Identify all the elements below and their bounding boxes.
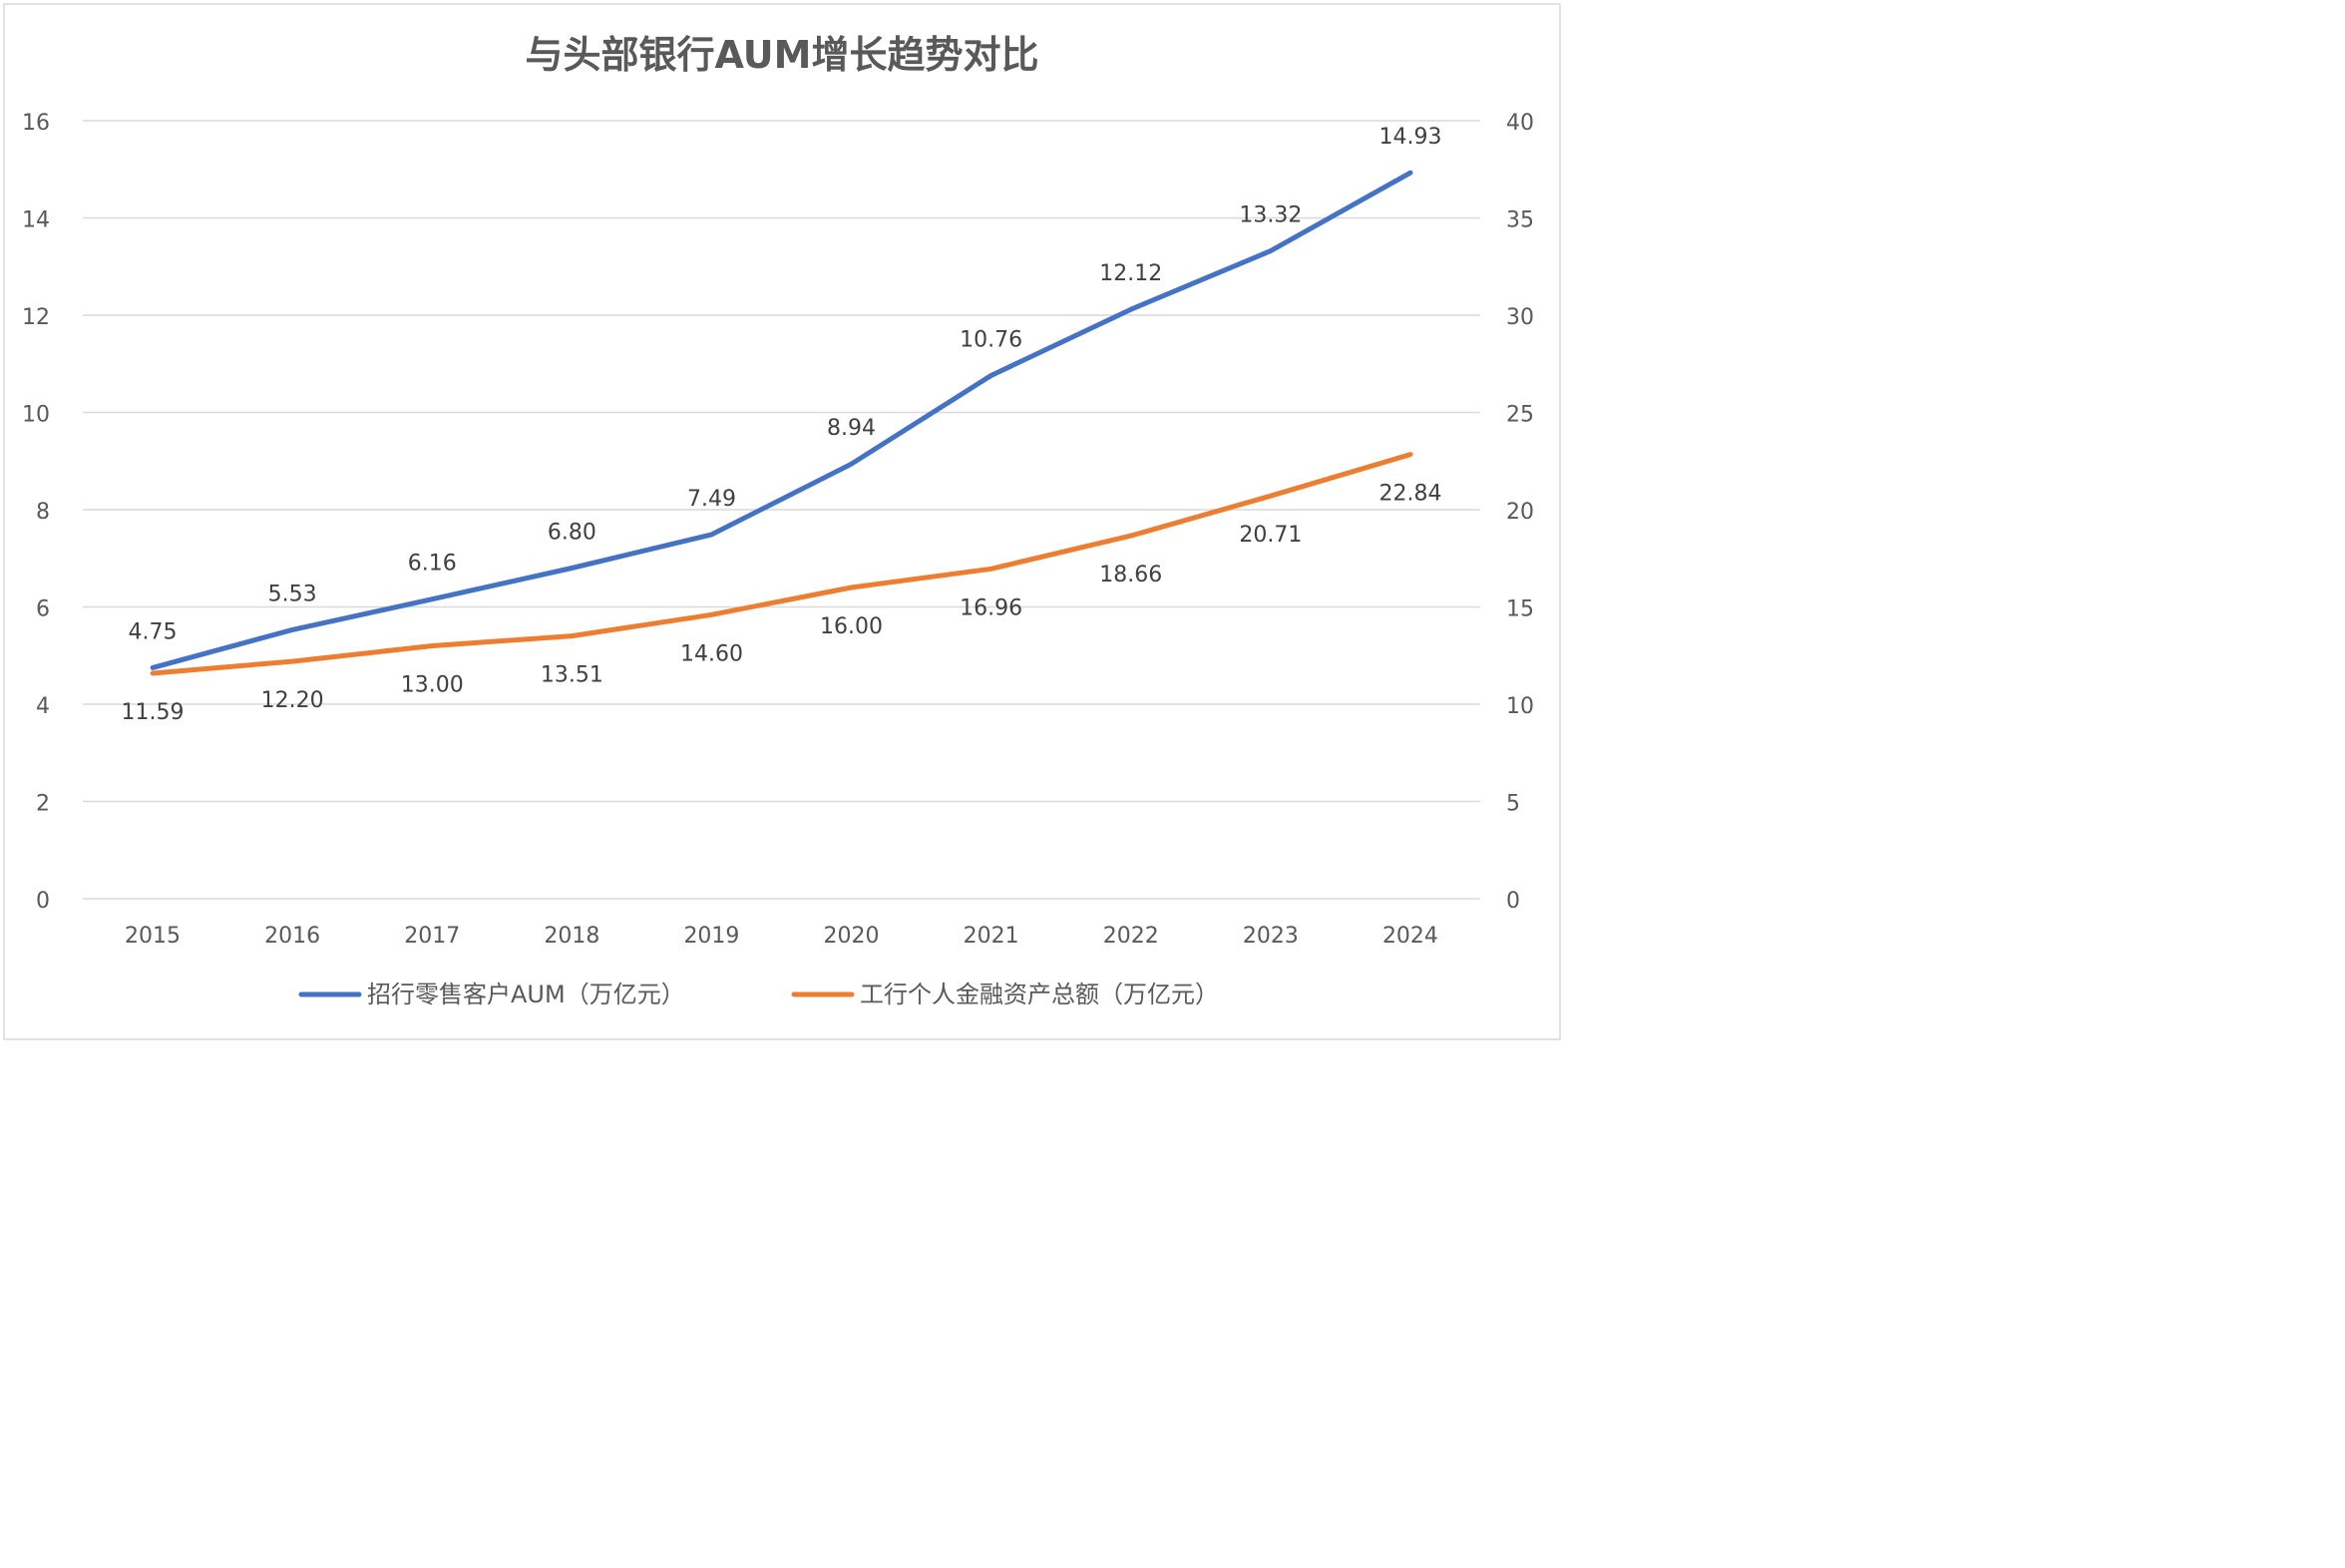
left-y-axis: 0 2 4 6 8 10 12 14 16: [22, 111, 50, 914]
data-label: 8.94: [827, 416, 876, 441]
left-tick-label: 6: [36, 597, 50, 622]
left-tick-label: 4: [36, 694, 50, 719]
left-tick-label: 0: [36, 889, 50, 914]
data-label: 16.00: [820, 614, 883, 639]
right-tick-label: 35: [1506, 208, 1534, 233]
data-label: 12.12: [1099, 261, 1162, 286]
x-tick-label: 2018: [544, 924, 599, 949]
data-label: 13.00: [401, 673, 464, 698]
x-tick-label: 2023: [1243, 924, 1299, 949]
data-label: 14.93: [1378, 125, 1441, 150]
data-label: 12.20: [261, 688, 324, 713]
gridlines: [83, 120, 1480, 900]
data-label: 16.96: [960, 595, 1022, 620]
x-tick-label: 2020: [824, 924, 880, 949]
x-tick-label: 2015: [125, 924, 181, 949]
right-tick-label: 20: [1506, 500, 1534, 525]
data-label: 20.71: [1239, 523, 1302, 548]
data-label: 13.51: [541, 663, 603, 688]
x-axis: 2015 2016 2017 2018 2019 2020 2021 2022 2023 2024: [125, 924, 1438, 949]
left-tick-label: 14: [22, 208, 50, 233]
right-y-axis: 0 5 10 15 20 25 30 35 40: [1506, 111, 1534, 914]
data-label: 6.16: [408, 552, 457, 577]
data-label: 6.80: [548, 521, 596, 546]
data-label: 11.59: [122, 700, 185, 725]
data-label: 18.66: [1099, 563, 1162, 588]
right-tick-label: 0: [1506, 889, 1520, 914]
x-tick-label: 2024: [1382, 924, 1438, 949]
left-tick-label: 2: [36, 792, 50, 817]
line-chart: 与头部银行AUM增长趋势对比 0 2 4 6 8 10 12 14 16 0 5 10 15 20 25 3…: [3, 3, 1561, 1040]
legend: 招行零售客户AUM（万亿元） 工行个人金融资产总额（万亿元）: [298, 980, 1219, 1008]
left-tick-label: 12: [22, 305, 50, 330]
series-layer: [150, 170, 1413, 676]
data-label: 7.49: [687, 487, 736, 512]
x-tick-label: 2019: [683, 924, 739, 949]
x-tick-label: 2021: [964, 924, 1019, 949]
chart-frame: [3, 3, 1561, 1040]
series-line-2: [150, 452, 1413, 676]
chart-title: 与头部银行AUM增长趋势对比: [526, 33, 1039, 77]
data-label: 4.75: [129, 619, 178, 644]
series-line-1: [150, 170, 1413, 670]
left-tick-label: 10: [22, 403, 50, 428]
data-label: 22.84: [1378, 482, 1441, 507]
x-tick-label: 2017: [404, 924, 460, 949]
legend-label-2: 工行个人金融资产总额（万亿元）: [860, 980, 1219, 1008]
right-tick-label: 40: [1506, 111, 1534, 136]
data-label: 14.60: [680, 641, 743, 666]
right-tick-label: 10: [1506, 694, 1534, 719]
chart-container: 与头部银行AUM增长趋势对比 0 2 4 6 8 10 12 14 16 0 5 10 15 20 25 3…: [0, 0, 1564, 1043]
legend-label-1: 招行零售客户AUM（万亿元）: [367, 980, 685, 1008]
right-tick-label: 15: [1506, 597, 1534, 622]
data-labels: 4.75 5.53 6.16 6.80 7.49 8.94 10.76 12.12 13.32 1…: [122, 125, 1442, 725]
data-label: 13.32: [1239, 203, 1302, 228]
right-tick-label: 5: [1506, 792, 1520, 817]
left-tick-label: 16: [22, 111, 50, 136]
x-tick-label: 2022: [1103, 924, 1159, 949]
data-label: 10.76: [960, 327, 1022, 352]
left-tick-label: 8: [36, 500, 50, 525]
x-tick-label: 2016: [264, 924, 320, 949]
data-label: 5.53: [268, 582, 317, 606]
right-tick-label: 30: [1506, 305, 1534, 330]
right-tick-label: 25: [1506, 403, 1534, 428]
